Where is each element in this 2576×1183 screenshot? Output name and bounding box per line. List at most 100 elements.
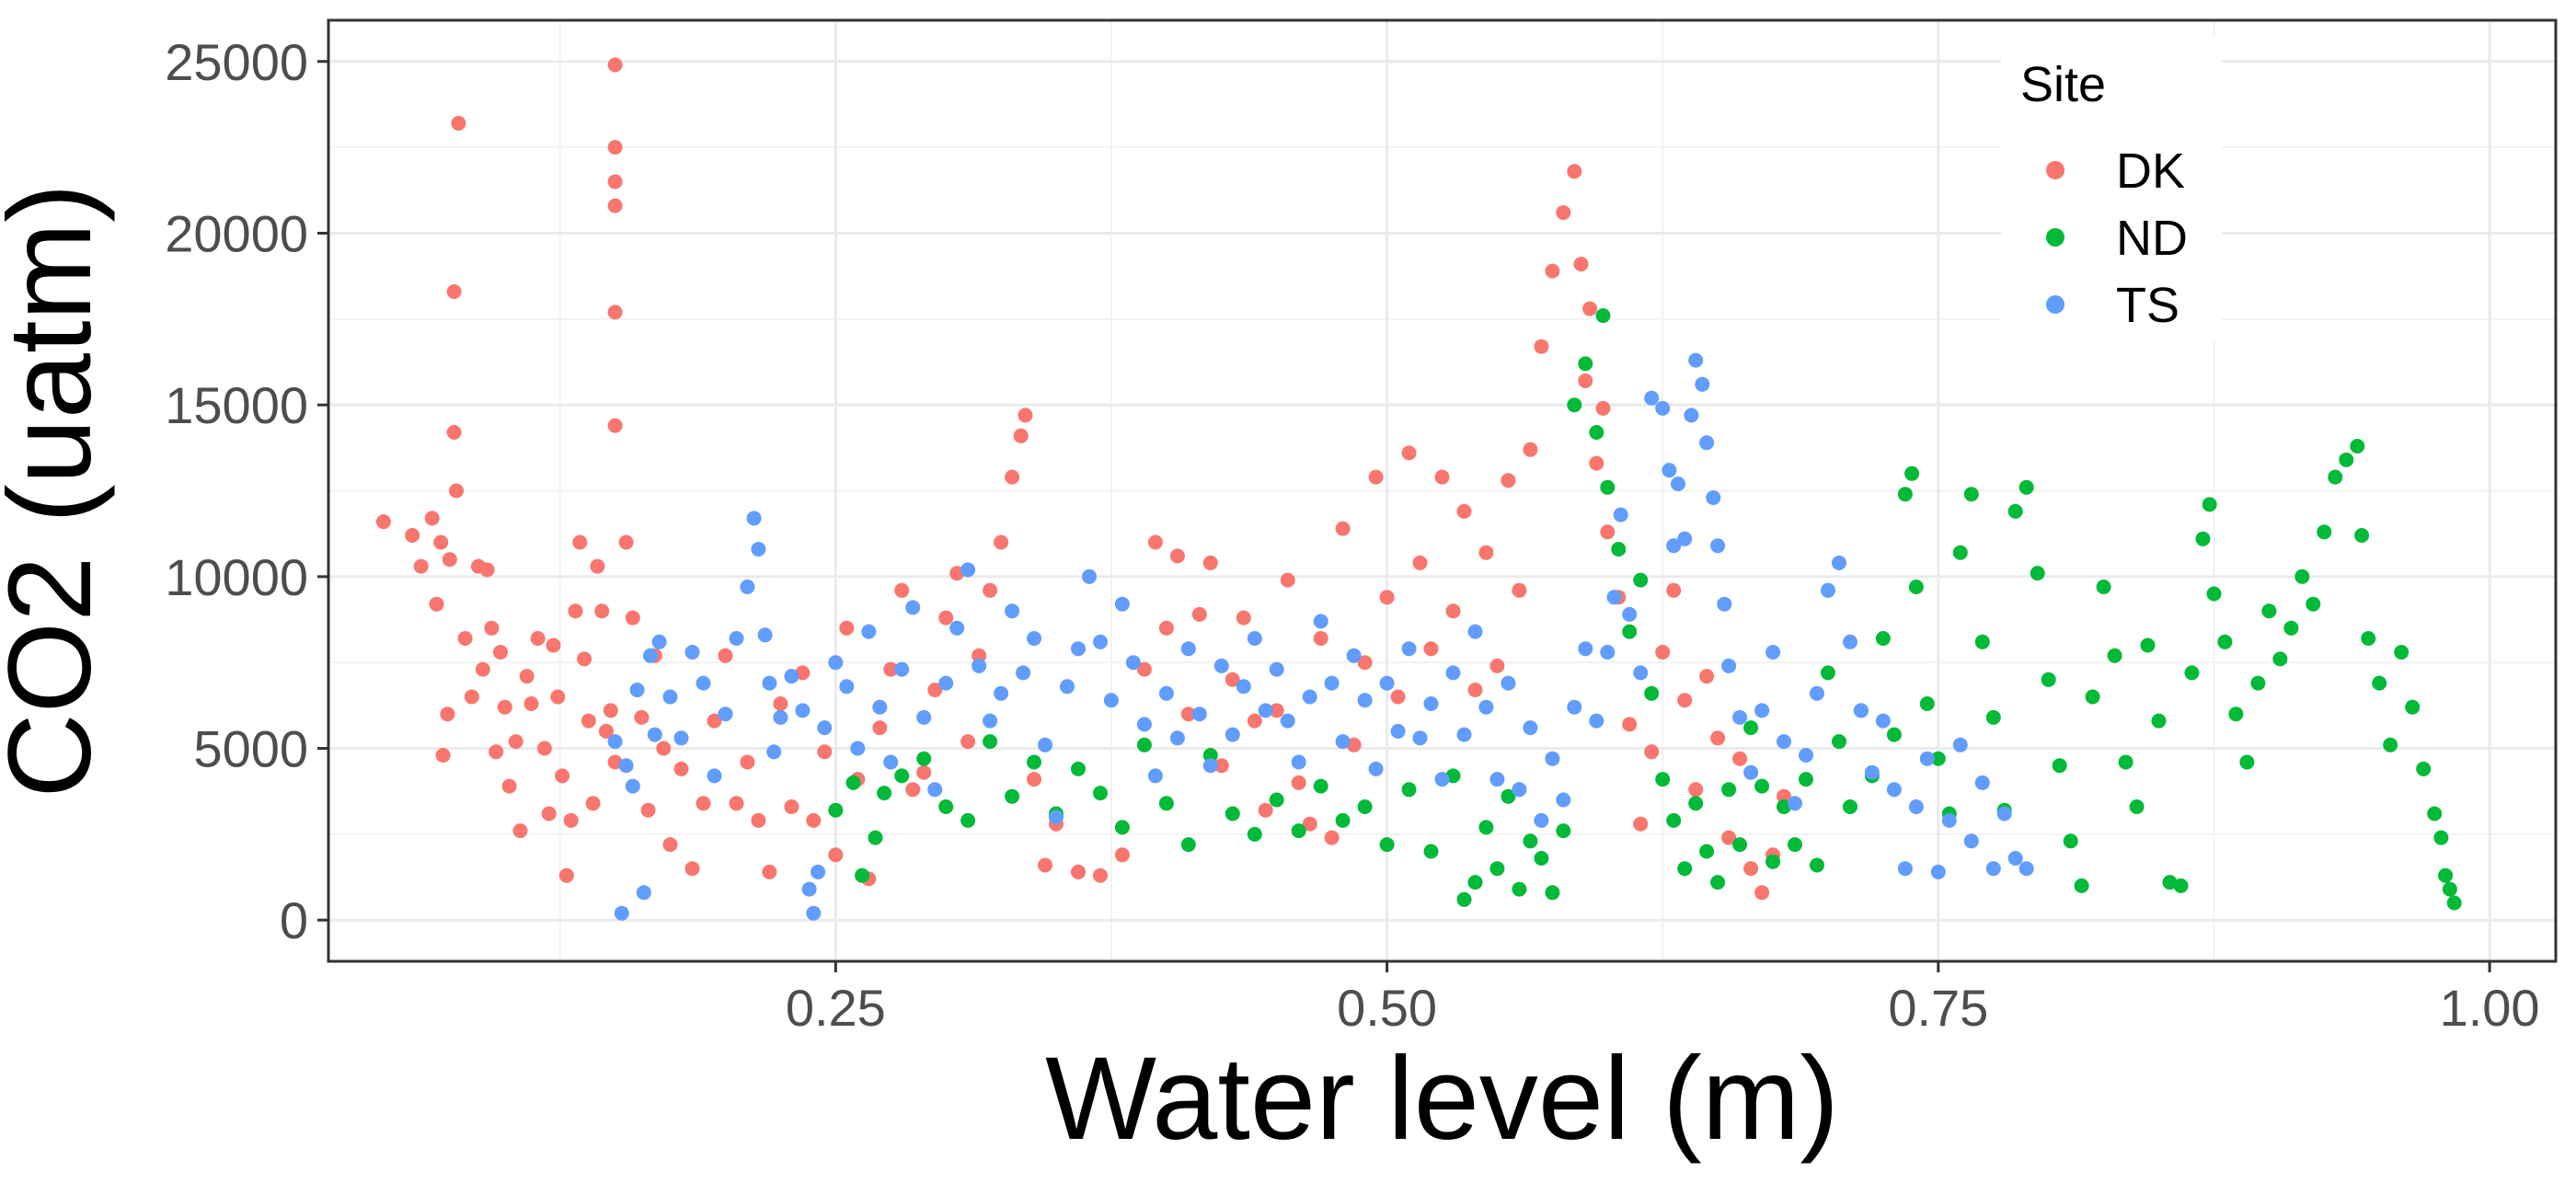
y-tick-label: 25000 bbox=[165, 33, 308, 91]
data-point-nd bbox=[2438, 867, 2454, 883]
data-point-nd bbox=[1071, 761, 1086, 776]
data-point-ts bbox=[806, 905, 822, 921]
data-point-dk bbox=[1721, 830, 1737, 845]
data-point-nd bbox=[1963, 487, 1979, 502]
data-point-nd bbox=[1379, 837, 1395, 853]
data-point-dk bbox=[656, 741, 672, 756]
data-point-ts bbox=[1717, 596, 1732, 612]
data-point-ts bbox=[1523, 720, 1538, 736]
y-tick-label: 20000 bbox=[165, 204, 308, 262]
data-point-nd bbox=[1904, 465, 1920, 481]
data-point-dk bbox=[413, 558, 429, 574]
data-point-dk bbox=[375, 514, 391, 530]
data-point-dk bbox=[1013, 428, 1029, 443]
data-point-ts bbox=[1886, 782, 1902, 798]
data-point-ts bbox=[618, 758, 634, 774]
data-point-dk bbox=[1071, 864, 1086, 879]
data-point-nd bbox=[2184, 665, 2200, 681]
data-point-dk bbox=[960, 734, 976, 750]
data-point-nd bbox=[2372, 675, 2387, 691]
data-point-dk bbox=[607, 140, 623, 155]
data-point-nd bbox=[2007, 503, 2023, 519]
data-point-dk bbox=[1534, 339, 1549, 354]
data-point-nd bbox=[2250, 675, 2266, 691]
data-point-dk bbox=[440, 706, 455, 722]
data-point-dk bbox=[905, 782, 921, 798]
data-point-ts bbox=[1335, 734, 1351, 750]
data-point-nd bbox=[1489, 861, 1505, 877]
data-point-nd bbox=[1136, 737, 1152, 752]
x-axis-title: Water level (m) bbox=[1045, 1033, 1839, 1165]
data-point-dk bbox=[1038, 857, 1052, 873]
data-point-dk bbox=[479, 562, 495, 578]
data-point-nd bbox=[1908, 580, 1924, 594]
data-point-nd bbox=[1534, 851, 1549, 866]
legend: Site DK ND TS bbox=[2001, 37, 2222, 340]
data-point-nd bbox=[2350, 439, 2365, 454]
data-point-ts bbox=[1169, 730, 1185, 746]
data-point-dk bbox=[983, 582, 998, 598]
data-point-ts bbox=[1269, 661, 1284, 677]
data-point-dk bbox=[555, 768, 570, 784]
data-point-dk bbox=[607, 418, 623, 433]
data-point-nd bbox=[1788, 837, 1802, 853]
data-point-ts bbox=[1401, 641, 1417, 657]
data-point-ts bbox=[1180, 641, 1196, 657]
data-point-ts bbox=[1501, 675, 1516, 691]
data-point-dk bbox=[1225, 672, 1240, 687]
data-point-nd bbox=[1401, 782, 1417, 798]
data-point-dk bbox=[1545, 263, 1560, 279]
data-point-dk bbox=[1191, 606, 1207, 622]
data-point-ts bbox=[1489, 772, 1505, 787]
data-point-nd bbox=[2261, 603, 2277, 619]
legend-key-nd bbox=[2046, 228, 2064, 247]
data-point-ts bbox=[1093, 634, 1108, 649]
data-point-dk bbox=[603, 703, 618, 718]
data-point-ts bbox=[625, 778, 640, 794]
data-point-dk bbox=[607, 198, 623, 213]
data-point-ts bbox=[662, 689, 678, 705]
data-point-ts bbox=[651, 634, 667, 649]
data-point-dk bbox=[550, 689, 566, 705]
data-point-dk bbox=[1478, 545, 1494, 560]
data-point-ts bbox=[647, 727, 662, 742]
data-point-ts bbox=[729, 631, 744, 646]
data-point-ts bbox=[1456, 727, 1472, 742]
data-point-ts bbox=[1721, 658, 1737, 673]
data-point-dk bbox=[1567, 164, 1582, 179]
data-point-nd bbox=[2442, 881, 2457, 897]
data-point-dk bbox=[435, 748, 451, 763]
data-point-dk bbox=[707, 713, 722, 729]
data-point-dk bbox=[972, 648, 987, 663]
data-point-ts bbox=[740, 580, 755, 594]
data-point-nd bbox=[1567, 397, 1582, 413]
data-point-dk bbox=[1302, 816, 1317, 832]
data-point-dk bbox=[512, 823, 528, 839]
data-point-dk bbox=[1169, 548, 1185, 564]
data-point-dk bbox=[558, 867, 574, 883]
data-point-dk bbox=[607, 174, 623, 190]
data-point-ts bbox=[766, 744, 782, 760]
data-point-dk bbox=[1335, 521, 1351, 536]
data-point-ts bbox=[1368, 761, 1384, 776]
data-point-dk bbox=[523, 696, 539, 711]
data-point-nd bbox=[2217, 634, 2233, 649]
data-point-dk bbox=[1324, 830, 1340, 845]
data-point-nd bbox=[1930, 751, 1946, 766]
data-point-dk bbox=[585, 796, 601, 811]
data-point-ts bbox=[1467, 624, 1483, 639]
data-point-ts bbox=[673, 730, 689, 746]
data-point-dk bbox=[1158, 620, 1174, 636]
data-point-nd bbox=[2118, 754, 2133, 770]
data-point-nd bbox=[1180, 837, 1196, 853]
data-point-dk bbox=[1633, 816, 1649, 832]
data-point-ts bbox=[1225, 727, 1240, 742]
data-point-dk bbox=[607, 57, 623, 73]
data-point-ts bbox=[762, 675, 777, 691]
data-point-nd bbox=[1313, 778, 1328, 794]
data-point-dk bbox=[673, 761, 689, 776]
data-point-nd bbox=[1467, 875, 1483, 890]
data-point-dk bbox=[1644, 744, 1660, 760]
x-tick-label: 0.25 bbox=[786, 979, 886, 1037]
